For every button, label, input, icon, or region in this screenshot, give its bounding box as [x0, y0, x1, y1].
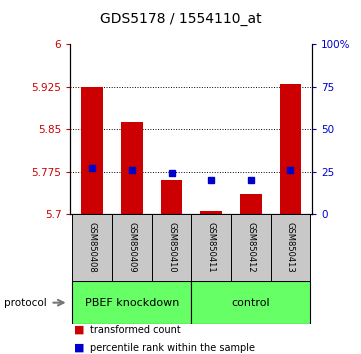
- Bar: [279, 84, 301, 214]
- Text: GSM850408: GSM850408: [88, 222, 97, 273]
- Bar: [200, 211, 222, 214]
- Bar: [121, 122, 143, 214]
- Bar: [240, 194, 262, 214]
- Text: ■: ■: [74, 343, 84, 353]
- Text: transformed count: transformed count: [90, 325, 181, 335]
- Bar: [112, 214, 152, 281]
- Bar: [81, 87, 103, 214]
- Bar: [152, 214, 191, 281]
- Text: GDS5178 / 1554110_at: GDS5178 / 1554110_at: [100, 12, 261, 27]
- Text: GSM850412: GSM850412: [246, 222, 255, 273]
- Text: GSM850409: GSM850409: [127, 222, 136, 273]
- Bar: [271, 214, 310, 281]
- Bar: [161, 180, 182, 214]
- Bar: [191, 281, 310, 324]
- Bar: [72, 214, 112, 281]
- Text: protocol: protocol: [4, 298, 46, 308]
- Text: GSM850410: GSM850410: [167, 222, 176, 273]
- Text: GSM850413: GSM850413: [286, 222, 295, 273]
- Bar: [72, 281, 191, 324]
- Text: control: control: [231, 298, 270, 308]
- Text: ■: ■: [74, 325, 84, 335]
- Text: PBEF knockdown: PBEF knockdown: [85, 298, 179, 308]
- Bar: [191, 214, 231, 281]
- Text: percentile rank within the sample: percentile rank within the sample: [90, 343, 255, 353]
- Text: GSM850411: GSM850411: [206, 222, 216, 273]
- Bar: [231, 214, 271, 281]
